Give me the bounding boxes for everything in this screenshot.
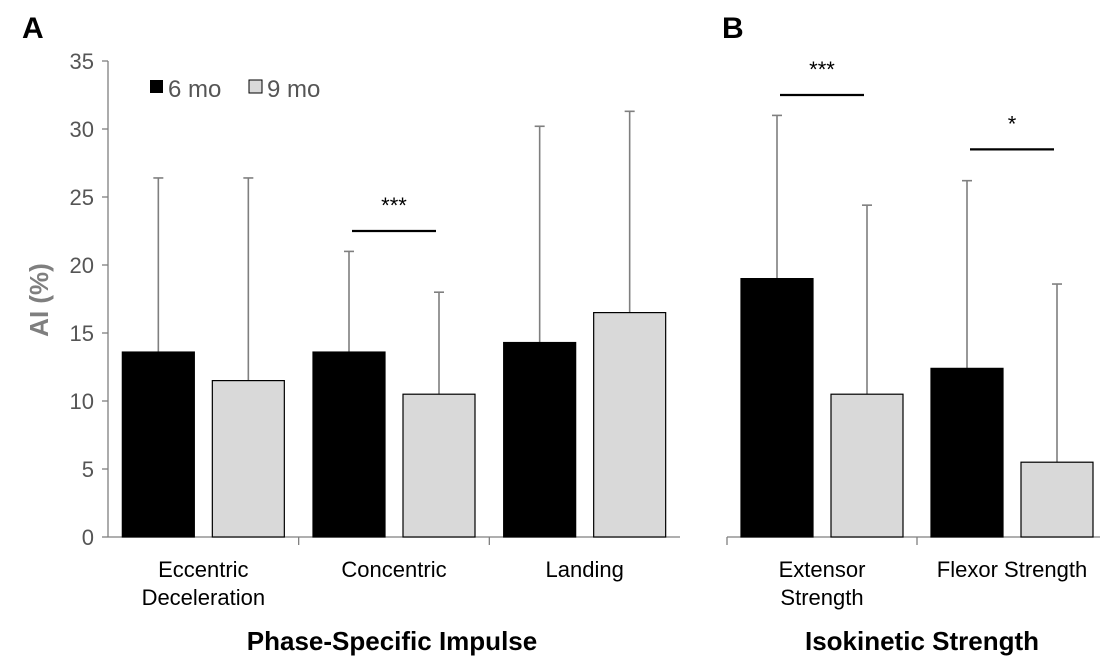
panel-b-title: Isokinetic Strength: [805, 626, 1039, 656]
x-category-label: Flexor Strength: [937, 557, 1087, 582]
x-category-label: Deceleration: [142, 585, 266, 610]
x-category-label: Landing: [546, 557, 624, 582]
significance-marker: ***: [381, 193, 407, 218]
x-category-label: Concentric: [341, 557, 446, 582]
significance-marker: *: [1008, 111, 1017, 136]
y-tick-label: 10: [70, 389, 94, 414]
significance-marker: ***: [809, 57, 835, 82]
bar-6mo: [740, 278, 814, 538]
bar-9mo: [830, 393, 904, 538]
y-tick-label: 30: [70, 117, 94, 142]
legend-swatch-9mo: [248, 79, 263, 94]
legend-label-9mo: 9 mo: [267, 76, 320, 103]
y-tick-label: 15: [70, 321, 94, 346]
panel-letter-a: A: [22, 12, 44, 45]
bar-9mo: [593, 312, 667, 538]
y-tick-label: 25: [70, 185, 94, 210]
bar-6mo: [930, 367, 1004, 538]
panel-letter-b: B: [722, 12, 744, 45]
bar-6mo: [503, 341, 577, 538]
y-tick-label: 20: [70, 253, 94, 278]
legend-swatch-6mo: [150, 80, 163, 93]
y-tick-label: 0: [82, 525, 94, 550]
x-category-label: Extensor: [779, 557, 866, 582]
bar-6mo: [121, 351, 195, 538]
x-category-label: Strength: [780, 585, 863, 610]
y-tick-label: 35: [70, 49, 94, 74]
bar-6mo: [312, 351, 386, 538]
legend: 6 mo 9 mo: [150, 76, 320, 103]
bar-9mo: [1020, 461, 1094, 538]
bar-9mo: [211, 380, 285, 538]
bar-9mo: [402, 393, 476, 538]
x-category-label: Eccentric: [158, 557, 248, 582]
panel-a-title: Phase-Specific Impulse: [247, 626, 537, 656]
legend-label-6mo: 6 mo: [168, 76, 221, 103]
y-axis-label: AI (%): [24, 263, 54, 337]
y-tick-label: 5: [82, 457, 94, 482]
